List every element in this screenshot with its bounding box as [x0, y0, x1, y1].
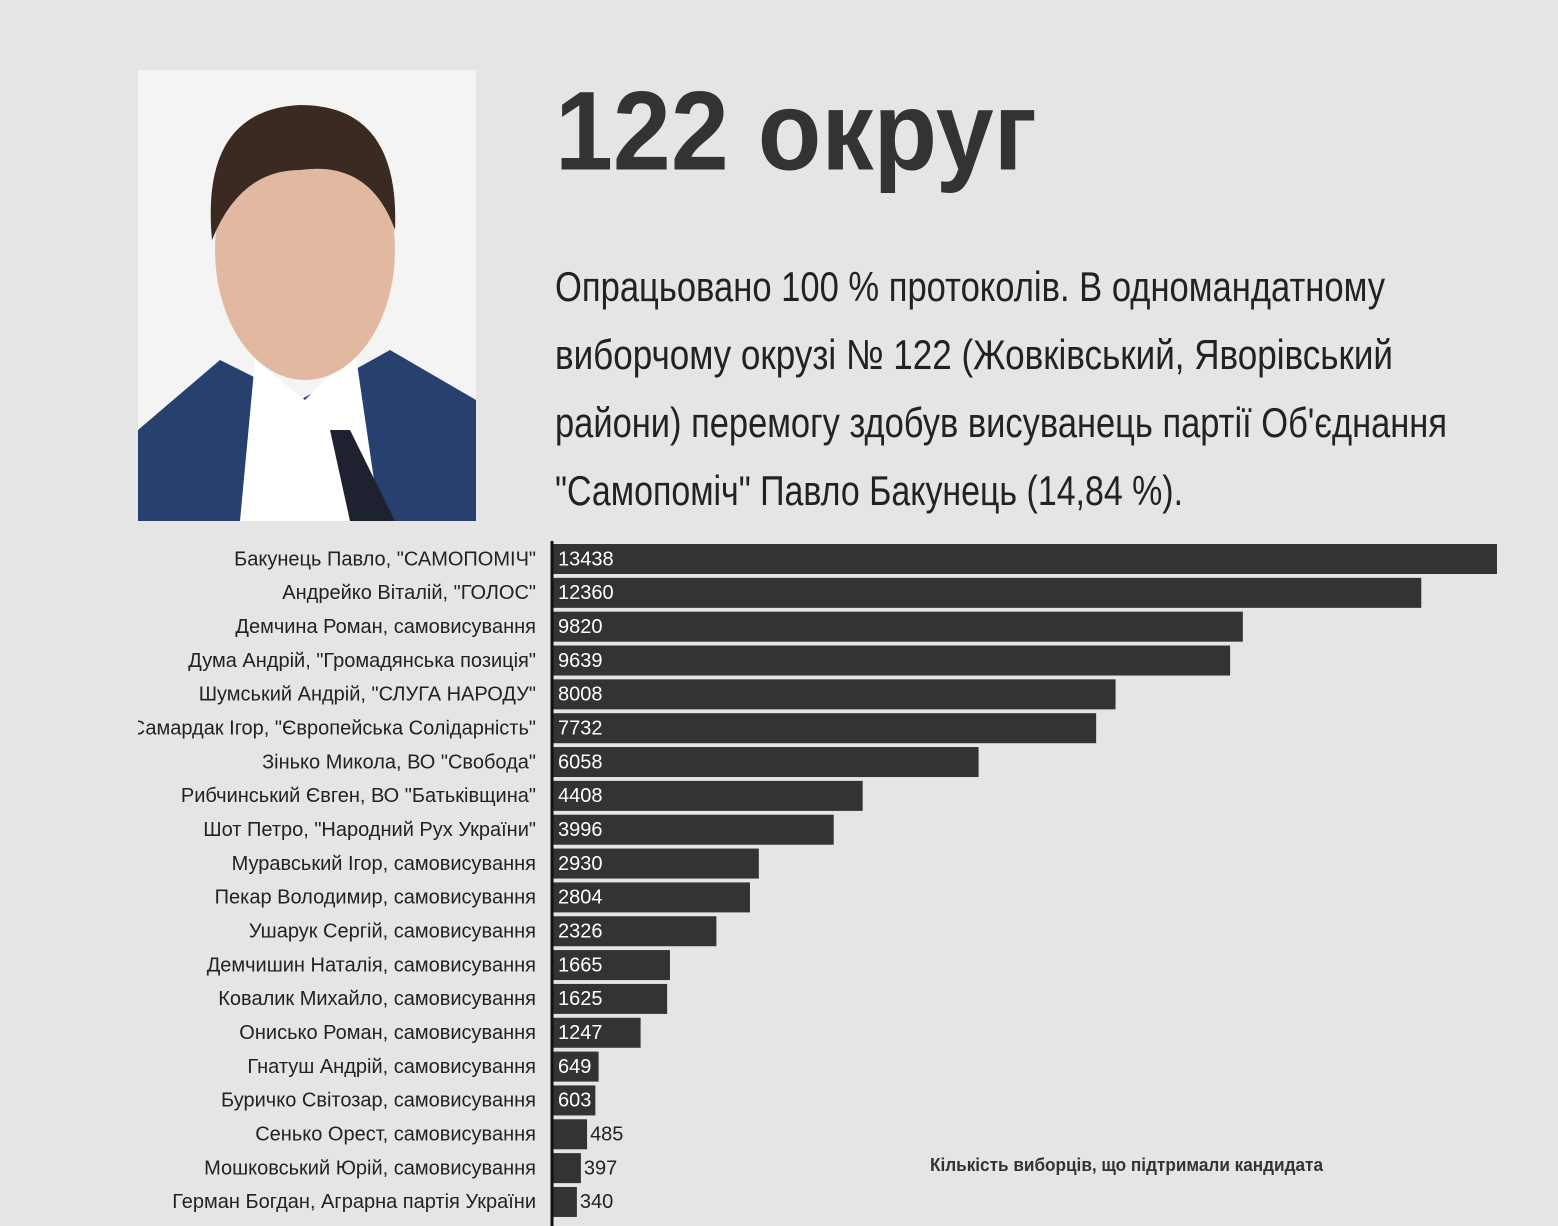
value-label: 2804: [558, 887, 603, 909]
bar: [553, 882, 750, 913]
category-label: Рибчинський Євген, ВО "Батьківщина": [181, 785, 536, 807]
bar: [553, 679, 1116, 710]
category-label: Шумський Андрій, "СЛУГА НАРОДУ": [199, 684, 536, 706]
chart-title: 122 округ: [555, 69, 1037, 194]
category-label: Герман Богдан, Аграрна партія України: [172, 1191, 536, 1213]
bar: [553, 983, 668, 1014]
bar: [553, 950, 670, 981]
value-label: 9639: [558, 650, 603, 672]
category-label: Зінько Микола, ВО "Свобода": [262, 751, 536, 773]
subtitle-line: Опрацьовано 100 % протоколів. В одноманд…: [555, 263, 1385, 310]
bar: [553, 713, 1097, 744]
category-labels: Бакунець Павло, "САМОПОМІЧ" Андрейко Віта…: [131, 548, 536, 1213]
category-label: Демчишин Наталія, самовисування: [207, 954, 536, 976]
bar: [553, 1051, 599, 1082]
category-label: Демчина Роман, самовисування: [235, 616, 536, 638]
value-label: 2930: [558, 853, 603, 875]
subtitle-line: виборчому окрузі № 122 (Жовківський, Яво…: [555, 331, 1393, 378]
category-label: Дума Андрій, "Громадянська позиція": [188, 650, 536, 672]
bar: [553, 1153, 581, 1184]
value-label: 12360: [558, 582, 614, 604]
value-label: 4408: [558, 785, 603, 807]
value-label: 340: [580, 1191, 613, 1213]
bar: [553, 1119, 588, 1150]
category-label: Андрейко Віталій, "ГОЛОС": [282, 582, 536, 604]
bar: [553, 1085, 596, 1116]
category-label: Ушарук Сергій, самовисування: [249, 921, 536, 943]
bar: [553, 544, 1497, 574]
value-label: 8008: [558, 684, 603, 706]
value-label: 603: [558, 1090, 591, 1112]
value-label: 1247: [558, 1022, 603, 1044]
bar: [553, 577, 1422, 608]
x-axis-label: Кількість виборців, що підтримали кандид…: [930, 1155, 1324, 1175]
bar: [553, 747, 979, 778]
value-label: 2326: [558, 921, 603, 943]
value-label: 3996: [558, 819, 603, 841]
value-label: 1625: [558, 988, 603, 1010]
bar: [553, 1017, 641, 1048]
bar: [553, 848, 759, 879]
value-label: 1665: [558, 954, 603, 976]
bar: [553, 916, 717, 947]
category-label: Пекар Володимир, самовисування: [215, 887, 536, 909]
category-label: Сенько Орест, самовисування: [255, 1124, 536, 1146]
category-label: Мошковський Юрій, самовисування: [204, 1157, 536, 1179]
bar: [553, 1186, 577, 1217]
value-label: 7732: [558, 717, 603, 739]
bar: [553, 780, 863, 811]
value-label: 13438: [558, 548, 614, 570]
value-label: 397: [584, 1157, 617, 1179]
category-label: Буричко Світозар, самовисування: [221, 1090, 536, 1112]
category-label: Муравський Ігор, самовисування: [232, 853, 536, 875]
category-label: Шот Петро, "Народний Рух України": [203, 819, 536, 841]
value-label: 649: [558, 1056, 591, 1078]
bar: [553, 814, 834, 845]
subtitle-line: "Самопоміч" Павло Бакунець (14,84 %).: [555, 467, 1183, 514]
subtitle-line: райони) перемогу здобув висуванець парті…: [555, 399, 1447, 446]
category-label: Гнатуш Андрій, самовисування: [247, 1056, 536, 1078]
bar: [553, 611, 1243, 642]
category-label: Ковалик Михайло, самовисування: [218, 988, 536, 1010]
category-label: Самардак Ігор, "Європейська Солідарність…: [131, 717, 536, 739]
value-label: 6058: [558, 751, 603, 773]
value-label: 485: [590, 1124, 623, 1146]
category-label: Онисько Роман, самовисування: [239, 1022, 536, 1044]
bar: [553, 645, 1231, 676]
category-label: Бакунець Павло, "САМОПОМІЧ": [234, 548, 536, 570]
value-label: 9820: [558, 616, 603, 638]
candidate-photo: [138, 70, 476, 521]
